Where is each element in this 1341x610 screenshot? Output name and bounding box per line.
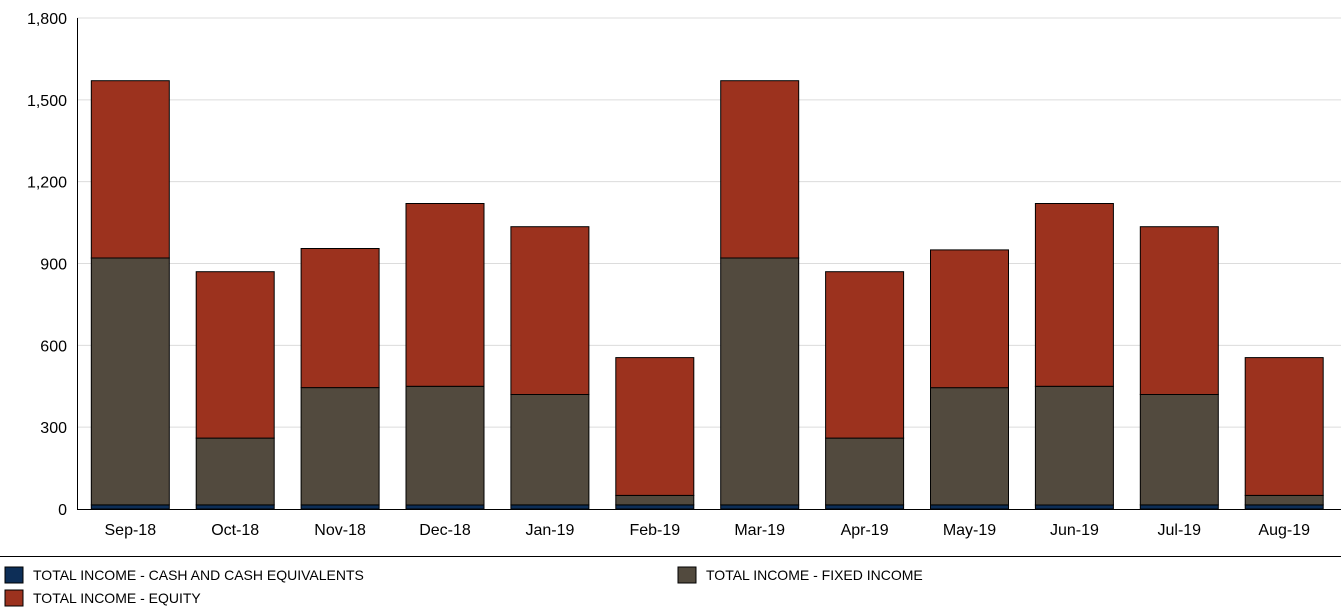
bar-segment	[1034, 504, 1114, 510]
x-tick-label: May-19	[943, 522, 996, 539]
bar-segment	[825, 271, 905, 439]
x-tick-label: Jul-19	[1158, 522, 1202, 539]
x-tick-label: Jan-19	[525, 522, 574, 539]
y-tick-label: 600	[40, 338, 67, 355]
bar-segment	[930, 249, 1009, 389]
x-tick-label: Nov-18	[314, 522, 366, 539]
y-tick-label: 1,200	[27, 175, 67, 192]
y-tick-label: 1,500	[27, 93, 67, 110]
bars	[90, 80, 1324, 510]
x-tick-label: Oct-18	[211, 522, 259, 539]
legend-label: TOTAL INCOME - CASH AND CASH EQUIVALENTS	[33, 567, 364, 583]
bar-segment	[90, 257, 170, 506]
y-tick-label: 1,800	[27, 11, 67, 28]
x-tick-label: Apr-19	[841, 522, 889, 539]
legend-label: TOTAL INCOME - FIXED INCOME	[706, 567, 923, 583]
bar-segment	[1139, 226, 1219, 395]
bar-segment	[510, 226, 590, 395]
bar-segment	[825, 504, 905, 510]
x-tick-label: Mar-19	[734, 522, 785, 539]
bar-segment	[405, 504, 485, 510]
bar-segment	[510, 504, 590, 510]
bar-segment	[1244, 504, 1324, 510]
bar-segment	[615, 357, 695, 496]
y-tick-label: 300	[40, 420, 67, 437]
y-tick-label: 900	[40, 257, 67, 274]
bar-segment	[615, 494, 695, 506]
bar-segment	[195, 437, 275, 506]
bar-segment	[720, 80, 800, 259]
bar-segment	[1034, 385, 1114, 506]
bar-segment	[1139, 504, 1219, 510]
bar-segment	[300, 504, 380, 510]
bar-segment	[300, 387, 380, 506]
bar-segment	[1244, 357, 1324, 496]
legend: TOTAL INCOME - CASH AND CASH EQUIVALENTS…	[0, 556, 1341, 607]
grid-lines	[77, 17, 1341, 428]
legend-label: TOTAL INCOME - EQUITY	[33, 590, 201, 606]
x-tick-label: Feb-19	[629, 522, 680, 539]
x-tick-label: Sep-18	[105, 522, 157, 539]
bar-segment	[930, 504, 1009, 510]
bar-segment	[1244, 494, 1324, 506]
x-tick-label: Jun-19	[1050, 522, 1099, 539]
legend-swatch	[4, 566, 24, 584]
bar-segment	[510, 393, 590, 506]
bar-segment	[405, 203, 485, 387]
y-tick-label: 0	[58, 502, 67, 519]
x-tick-label: Aug-19	[1258, 522, 1310, 539]
bar-segment	[825, 437, 905, 506]
bar-segment	[720, 257, 800, 506]
bar-segment	[405, 385, 485, 506]
bar-segment	[195, 271, 275, 439]
legend-swatch	[677, 566, 697, 584]
bar-segment	[195, 504, 275, 510]
bar-segment	[90, 504, 170, 510]
bar-segment	[300, 248, 380, 389]
bar-segment	[1034, 203, 1114, 387]
bar-segment	[615, 504, 695, 510]
legend-swatch	[4, 589, 24, 607]
bar-segment	[90, 80, 170, 259]
bar-segment	[720, 504, 800, 510]
bar-segment	[1139, 393, 1219, 506]
axes: 0 300 600 900 1,200 1,500 1,800 Sep-18 Oct-18 Nov…	[27, 11, 1341, 539]
bar-segment	[930, 387, 1009, 506]
x-tick-label: Dec-18	[419, 522, 471, 539]
